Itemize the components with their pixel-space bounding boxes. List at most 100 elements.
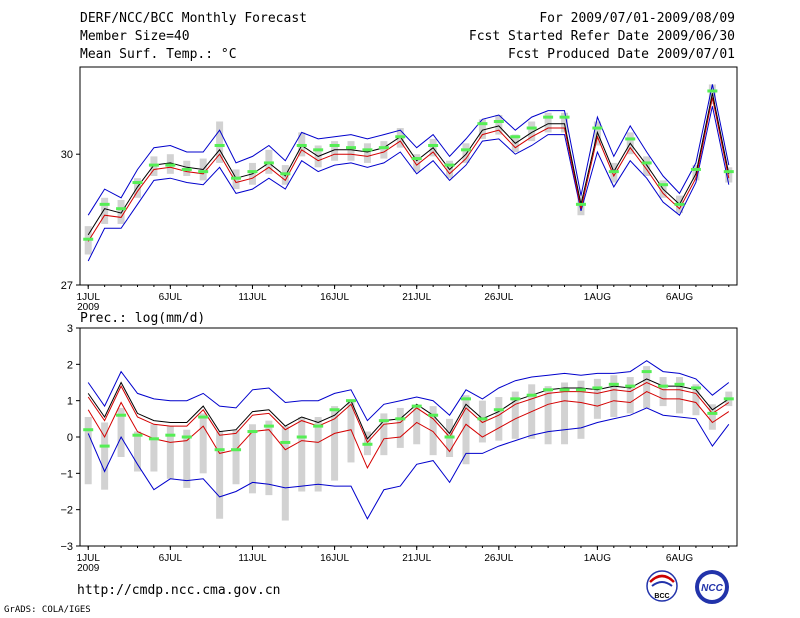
x-tick-label: 6AUG	[666, 292, 693, 303]
x-tick-label: 1JUL	[77, 292, 101, 303]
forecast-marker	[575, 202, 586, 206]
ensemble-box	[495, 397, 503, 441]
ncc-logo-text: NCC	[701, 583, 723, 594]
ensemble-box	[593, 378, 601, 419]
forecast-marker	[165, 433, 176, 437]
ensemble-box	[183, 429, 191, 488]
ensemble-box	[380, 141, 388, 159]
ensemble-box	[248, 424, 256, 494]
x-tick-sublabel: 2009	[77, 563, 100, 574]
forecast-marker	[559, 388, 570, 392]
y-tick-label: −3	[60, 541, 73, 553]
produced-date: Fcst Produced Date 2009/07/01	[508, 47, 735, 62]
forecast-marker	[723, 170, 734, 174]
ensemble-box	[676, 377, 684, 414]
ensemble-box	[708, 404, 716, 430]
ensemble-box	[544, 386, 552, 445]
ensemble-box	[478, 119, 486, 139]
forecast-marker	[707, 411, 718, 415]
forecast-marker	[608, 170, 619, 174]
upper-bound-line	[87, 84, 730, 216]
forecast-marker	[231, 176, 242, 180]
x-tick-label: 16JUL	[320, 553, 349, 564]
forecast-marker	[510, 135, 521, 139]
forecast-marker	[674, 382, 685, 386]
forecast-marker	[543, 388, 554, 392]
forecast-marker	[99, 444, 110, 448]
ensemble-box	[363, 143, 371, 163]
ensemble-box	[478, 400, 486, 443]
forecast-marker	[641, 161, 652, 165]
ensemble-box	[133, 178, 141, 198]
median-line	[87, 381, 730, 444]
ensemble-box	[117, 199, 125, 224]
forecast-marker	[428, 413, 439, 417]
ensemble-box	[626, 377, 634, 414]
forecast-marker	[690, 167, 701, 171]
ensemble-box	[314, 417, 322, 492]
plot-frame	[79, 327, 738, 547]
x-tick-label: 21JUL	[402, 292, 431, 303]
lower-red-line	[87, 391, 730, 470]
y-tick-label: −1	[60, 468, 73, 480]
forecast-marker	[592, 386, 603, 390]
forecast-marker	[296, 435, 307, 439]
forecast-marker	[247, 170, 258, 174]
member-size: Member Size=40	[80, 29, 190, 44]
forecast-marker	[477, 417, 488, 421]
forecast-marker	[99, 202, 110, 206]
precip-title: Prec.: log(mm/d)	[80, 311, 205, 326]
forecast-marker	[280, 172, 291, 176]
median-line	[87, 97, 730, 242]
ensemble-box	[133, 431, 141, 472]
forecast-marker	[346, 399, 357, 403]
x-tick-label: 21JUL	[402, 553, 431, 564]
forecast-marker	[148, 437, 159, 441]
forecast-marker	[198, 415, 209, 419]
ensemble-box	[610, 375, 618, 418]
forecast-marker	[181, 167, 192, 171]
x-tick-label: 26JUL	[484, 553, 513, 564]
ensemble-box	[347, 141, 355, 161]
forecast-marker	[608, 382, 619, 386]
grads-credit: GrADS: COLA/IGES	[4, 605, 91, 615]
forecast-marker	[559, 115, 570, 119]
forecast-marker	[231, 448, 242, 452]
ensemble-box	[561, 382, 569, 445]
ensemble-box	[577, 380, 585, 439]
ensemble-box	[462, 395, 470, 465]
bcc-logo: BCC	[646, 570, 678, 602]
forecast-marker	[658, 183, 669, 187]
forecast-marker	[477, 122, 488, 126]
y-tick-label: 0	[67, 432, 73, 444]
forecast-marker	[526, 393, 537, 397]
y-tick-label: 27	[61, 280, 73, 292]
forecast-marker	[378, 146, 389, 150]
lower-bound-line	[87, 106, 730, 262]
forecast-marker	[460, 397, 471, 401]
forecast-marker	[132, 433, 143, 437]
forecast-marker	[625, 137, 636, 141]
y-tick-label: −2	[60, 505, 73, 517]
ensemble-box	[101, 197, 109, 224]
ensemble-box	[216, 431, 224, 519]
forecast-marker	[690, 386, 701, 390]
x-tick-label: 16JUL	[320, 292, 349, 303]
x-tick-label: 1AUG	[584, 553, 611, 564]
lower-bound-line	[87, 407, 730, 520]
forecast-marker	[280, 440, 291, 444]
forecast-marker	[526, 126, 537, 130]
ensemble-box	[265, 420, 273, 496]
forecast-marker	[493, 408, 504, 412]
forecast-marker	[444, 163, 455, 167]
start-date: Fcst Started Refer Date 2009/06/30	[468, 29, 735, 44]
forecast-marker	[263, 424, 274, 428]
forecast-marker	[165, 163, 176, 167]
forecast-marker	[378, 419, 389, 423]
x-tick-sublabel: 2009	[77, 302, 100, 313]
forecast-marker	[707, 89, 718, 93]
ensemble-box	[692, 384, 700, 416]
forecast-marker	[444, 435, 455, 439]
